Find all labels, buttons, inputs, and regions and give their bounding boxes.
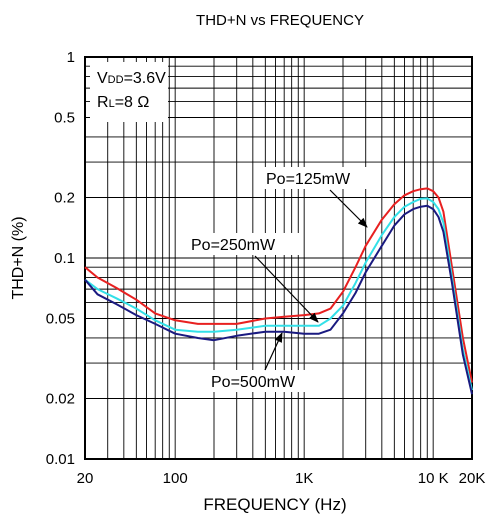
y-tick-labels: 1 0.5 0.2 0.1 0.05 0.02 0.01 (46, 49, 75, 468)
label-box-250 (187, 233, 303, 255)
x-tick-label: 20K (459, 470, 486, 487)
annotation-po-125: Po=125mW (266, 171, 351, 188)
y-tick-label: 0.05 (46, 311, 75, 328)
conditions-box (90, 62, 168, 122)
label-box-500 (207, 370, 325, 392)
x-tick-label: 1K (295, 470, 313, 487)
y-axis-label: THD+N (%) (10, 216, 27, 299)
series-line-1 (84, 197, 473, 391)
series-line-2 (84, 204, 473, 395)
rl-value: =8 Ω (115, 94, 150, 111)
vdd-value: =3.6V (124, 70, 167, 87)
rl-subscript: L (109, 98, 115, 110)
y-tick-label: 0.2 (54, 189, 75, 206)
x-tick-label: 100 (163, 470, 188, 487)
series-line-0 (84, 187, 473, 383)
arrow-po-500 (264, 332, 283, 371)
vdd-subscript: DD (108, 74, 124, 86)
plot-area-frame (84, 56, 473, 460)
label-box-125 (260, 167, 372, 189)
vdd-condition: VDD=3.6V (97, 70, 166, 87)
y-tick-label: 0.02 (46, 390, 75, 407)
arrow-po-250 (254, 255, 319, 323)
y-tick-label: 1 (67, 49, 75, 66)
rl-prefix: R (97, 94, 109, 111)
vdd-prefix: V (97, 70, 108, 87)
y-tick-label: 0.1 (54, 250, 75, 267)
x-axis-label: FREQUENCY (Hz) (203, 495, 346, 514)
series-lines (84, 187, 473, 395)
arrow-po-125 (329, 189, 368, 228)
x-tick-labels: 20 100 1K 10 K 20K (77, 470, 486, 487)
y-tick-label: 0.01 (46, 451, 75, 468)
chart-title: THD+N vs FREQUENCY (196, 12, 364, 29)
annotation-po-500: Po=500mW (211, 374, 296, 391)
rl-condition: RL=8 Ω (97, 94, 149, 111)
x-tick-label: 10 K (418, 470, 449, 487)
x-tick-label: 20 (77, 470, 94, 487)
y-tick-label: 0.5 (54, 110, 75, 127)
annotation-po-250: Po=250mW (191, 237, 276, 254)
